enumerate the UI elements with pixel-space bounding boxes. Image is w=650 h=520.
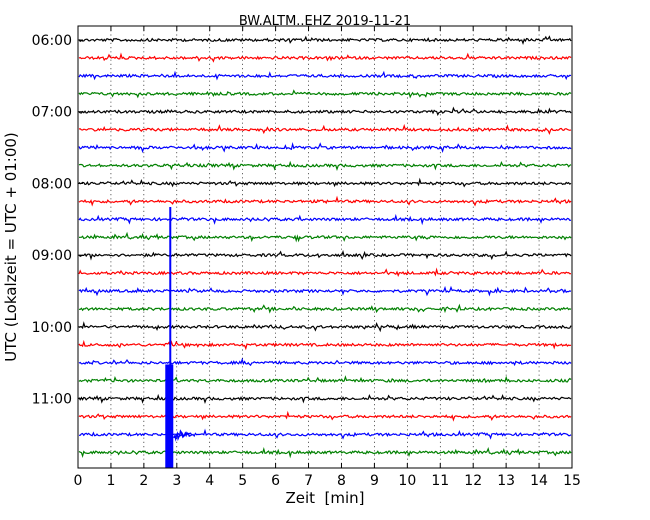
trace-1030 [78, 357, 572, 367]
trace-0830 [78, 213, 572, 226]
x-tick-label: 15 [563, 473, 581, 489]
x-tick-label: 13 [497, 473, 515, 489]
trace-1015 [78, 339, 572, 351]
x-tick-label: 0 [74, 473, 83, 489]
trace-0615 [78, 52, 572, 63]
trace-0845 [78, 231, 572, 243]
x-tick-label: 11 [431, 473, 449, 489]
event-coda [173, 429, 192, 442]
trace-0900 [78, 249, 572, 261]
y-tick-label: 11:00 [32, 392, 72, 408]
trace-0630 [78, 70, 572, 81]
x-tick-label: 1 [106, 473, 115, 489]
x-tick-label: 5 [238, 473, 247, 489]
trace-1145 [78, 446, 572, 459]
trace-0815 [78, 195, 572, 207]
y-axis: 06:00 07:00 08:00 09:00 10:00 11:00 [32, 33, 83, 408]
trace-0715 [78, 123, 572, 136]
trace-1000 [78, 321, 572, 333]
x-tick-label: 8 [337, 473, 346, 489]
y-tick-label: 06:00 [32, 33, 72, 49]
grid-lines [110, 26, 540, 468]
event-group [165, 207, 192, 468]
trace-0730 [78, 142, 572, 154]
x-tick-label: 14 [530, 473, 548, 489]
trace-group [78, 35, 572, 459]
x-tick-label: 10 [398, 473, 416, 489]
trace-0800 [78, 177, 572, 188]
y-tick-label: 09:00 [32, 248, 72, 264]
x-tick-label: 3 [172, 473, 181, 489]
trace-0915 [78, 267, 572, 278]
trace-1045 [78, 375, 572, 384]
y-tick-label: 08:00 [32, 176, 72, 192]
trace-1115 [78, 410, 572, 422]
x-tick-label: 2 [139, 473, 148, 489]
y-axis-label: UTC (Lokalzeit = UTC + 01:00) [2, 132, 20, 362]
x-tick-label: 12 [464, 473, 482, 489]
x-tick-label: 6 [271, 473, 280, 489]
trace-0600 [78, 35, 572, 46]
trace-1100 [78, 393, 572, 405]
event-saturation [165, 364, 174, 468]
y-tick-label: 07:00 [32, 105, 72, 121]
x-tick-label: 7 [304, 473, 313, 489]
trace-1130 [79, 428, 572, 440]
trace-0700 [78, 106, 572, 117]
trace-0645 [78, 89, 572, 99]
plot-frame [77, 25, 573, 469]
y-tick-label: 10:00 [32, 320, 72, 336]
trace-0930 [78, 285, 572, 297]
x-tick-label: 9 [370, 473, 379, 489]
trace-0945 [78, 303, 572, 314]
trace-0745 [78, 160, 572, 171]
x-tick-label: 4 [205, 473, 214, 489]
x-axis: 0 1 2 3 4 5 6 7 8 9 10 11 12 13 14 15 [74, 26, 581, 489]
x-axis-label: Zeit [min] [285, 489, 364, 507]
chart-title: BW.ALTM..EHZ 2019-11-21 [239, 14, 411, 29]
